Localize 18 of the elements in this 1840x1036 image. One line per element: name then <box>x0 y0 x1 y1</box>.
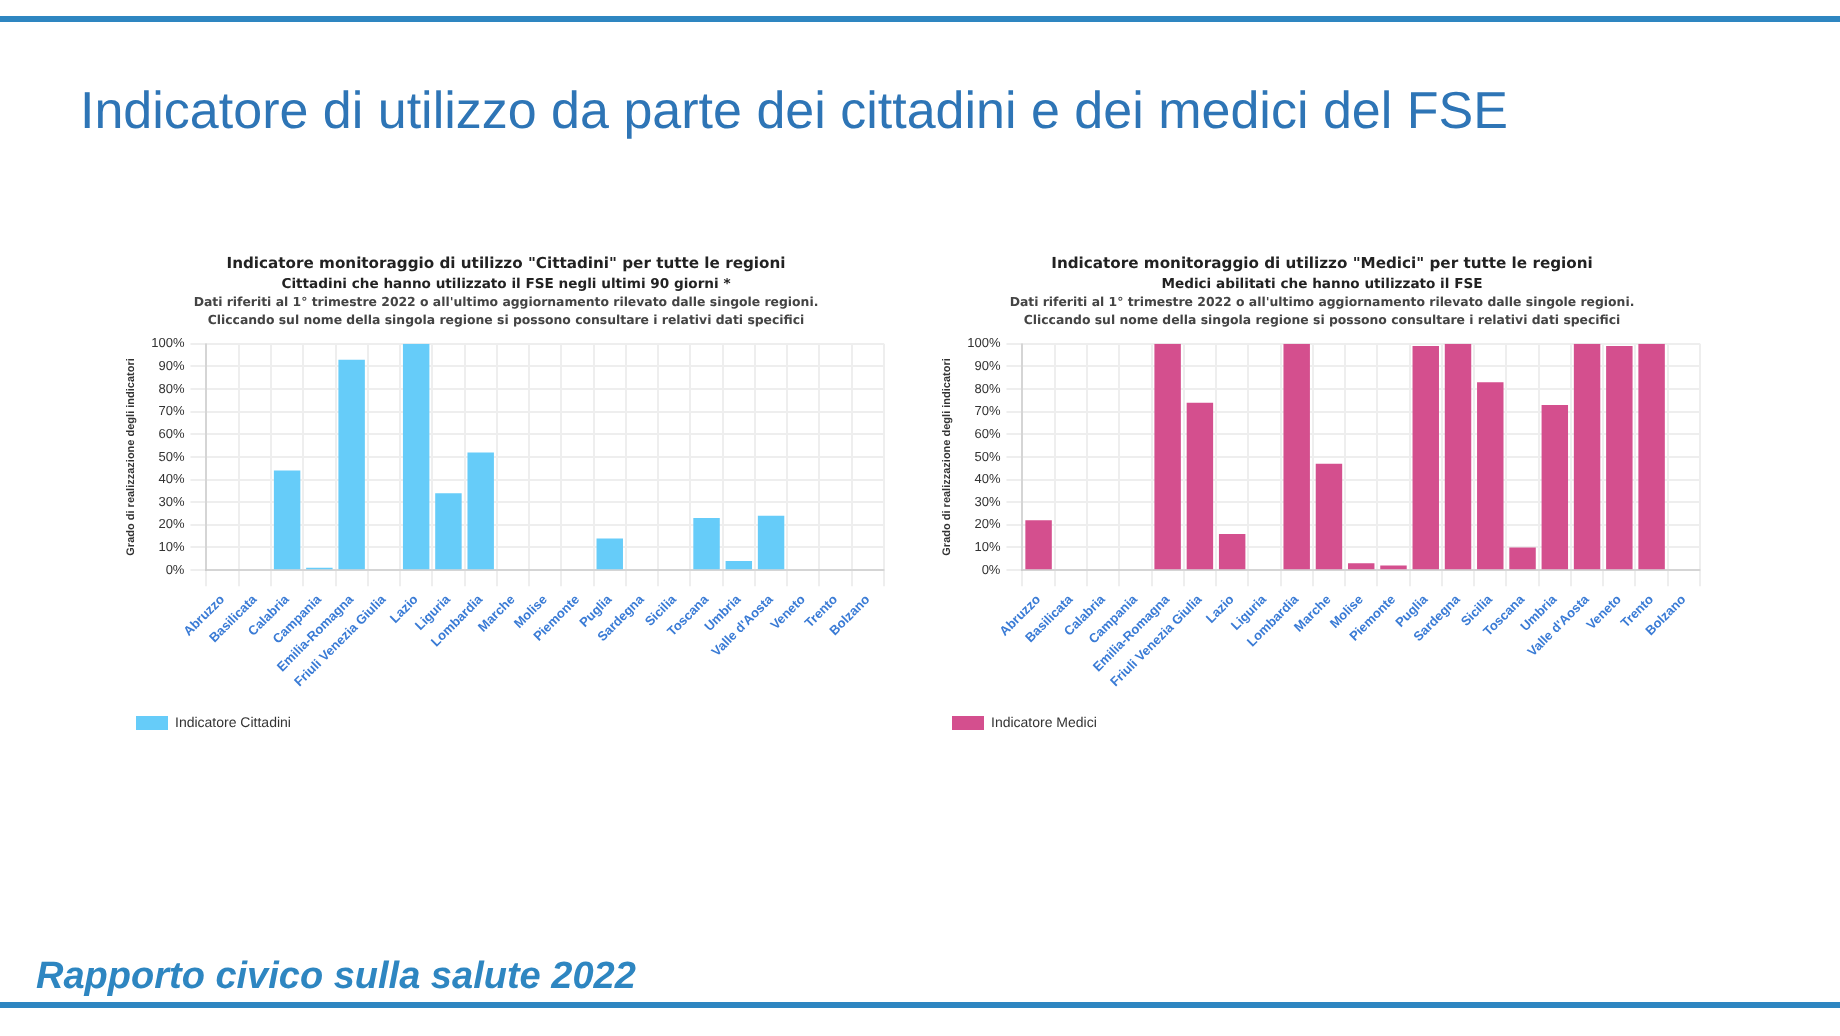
bar <box>338 359 365 570</box>
bar <box>693 518 720 570</box>
bar <box>1025 520 1052 570</box>
text: Rapporto civico sulla salute 2022 <box>36 956 636 1000</box>
bar <box>1541 404 1569 570</box>
bar <box>1477 382 1504 570</box>
bar <box>1315 463 1343 570</box>
bar <box>1348 563 1375 570</box>
bar <box>725 561 753 570</box>
bar <box>467 452 494 570</box>
bar <box>435 493 462 570</box>
bar <box>1509 547 1536 570</box>
text: Indicatore di utilizzo da parte dei cittadini e dei medici del FSE <box>80 80 1508 142</box>
bar <box>596 538 623 570</box>
bar <box>1186 402 1214 570</box>
bar <box>757 515 785 570</box>
bar <box>273 470 301 570</box>
bar <box>1218 533 1246 570</box>
